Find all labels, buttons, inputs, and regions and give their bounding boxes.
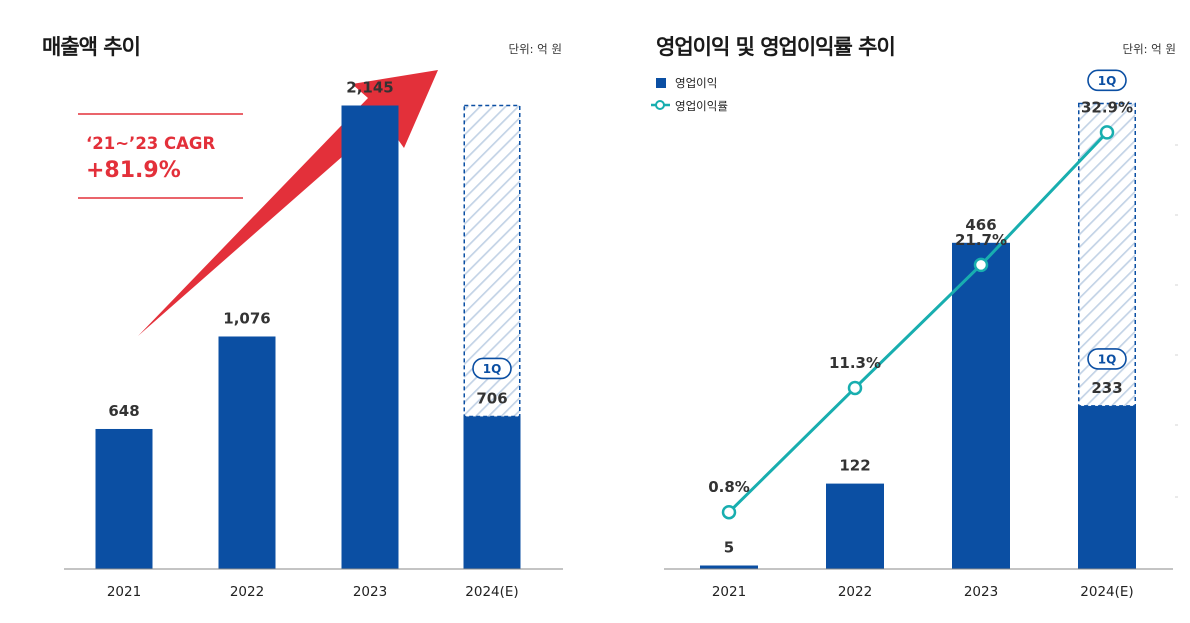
margin-q1-badge: 1Q — [1087, 69, 1127, 92]
op-chart-title: 영업이익 및 영업이익률 추이 — [656, 35, 896, 59]
op-q1-badge: 1Q — [1087, 348, 1127, 370]
op-bar-2021 — [700, 565, 758, 569]
x-tick-2021: 2021 — [712, 584, 746, 600]
revenue-chart: ‘21~’23 CAGR +81.9% 648 2021 1,076 2022 2,145 2… — [64, 70, 563, 600]
q1-badge-text: 1Q — [483, 362, 502, 376]
margin-point-2021 — [721, 504, 737, 520]
value-label-2023: 2,145 — [346, 78, 393, 96]
value-label-2024(E): 706 — [476, 389, 507, 407]
cagr-label: ‘21~’23 CAGR — [86, 134, 215, 153]
x-tick-2023: 2023 — [964, 584, 998, 600]
q1-badge: 1Q — [472, 357, 512, 380]
x-tick-2024(E): 2024(E) — [465, 584, 518, 600]
x-tick-2022: 2022 — [230, 584, 264, 600]
bar-2024(E) — [463, 416, 521, 569]
op-value-label-2024(E): 233 — [1091, 379, 1122, 397]
x-tick-2024(E): 2024(E) — [1080, 584, 1133, 600]
margin-q1-badge-frame — [1087, 69, 1127, 92]
legend-bar-label: 영업이익 — [675, 76, 717, 90]
revenue-panel: 매출액 추이 단위: 억 원 ‘21~’23 CAGR +81.9% 648 2021… — [0, 0, 590, 623]
bar-2022 — [218, 336, 276, 569]
margin-label-2021: 0.8% — [708, 478, 750, 496]
value-label-2022: 1,076 — [223, 309, 270, 327]
op-q1-badge-frame — [1087, 348, 1127, 370]
margin-label-2024(E): 32.9% — [1081, 98, 1133, 116]
op-q1-badge-text: 1Q — [1098, 352, 1117, 366]
op-bar-2024(E) — [1078, 405, 1136, 569]
bar-2021 — [95, 428, 153, 569]
legend-line-label: 영업이익률 — [675, 99, 728, 113]
margin-point-2023 — [973, 257, 989, 273]
op-bar-2022 — [826, 483, 884, 569]
op-unit-label: 단위: 억 원 — [1122, 42, 1176, 56]
margin-line — [727, 131, 1109, 514]
q1-badge-frame — [472, 357, 512, 380]
legend-bar-swatch — [656, 78, 666, 88]
x-tick-2022: 2022 — [838, 584, 872, 600]
op-bar-2023 — [952, 242, 1010, 570]
cagr-value: +81.9% — [86, 158, 181, 183]
value-label-2021: 648 — [108, 402, 139, 420]
op-value-label-2023: 466 — [965, 216, 996, 234]
margin-q1-badge-text: 1Q — [1098, 74, 1117, 88]
margin-point-2022 — [847, 380, 863, 396]
x-tick-2023: 2023 — [353, 584, 387, 600]
revenue-unit-label: 단위: 억 원 — [508, 42, 562, 56]
revenue-chart-title: 매출액 추이 — [42, 35, 141, 59]
margin-point-2024(E) — [1099, 125, 1115, 140]
x-tick-2021: 2021 — [107, 584, 141, 600]
legend-line-marker — [655, 100, 665, 110]
op-value-label-2022: 122 — [839, 457, 870, 475]
op-value-label-2021: 5 — [724, 539, 734, 557]
bar-2023 — [341, 105, 399, 570]
margin-label-2022: 11.3% — [829, 354, 881, 372]
margin-label-2023: 21.7% — [955, 231, 1007, 249]
